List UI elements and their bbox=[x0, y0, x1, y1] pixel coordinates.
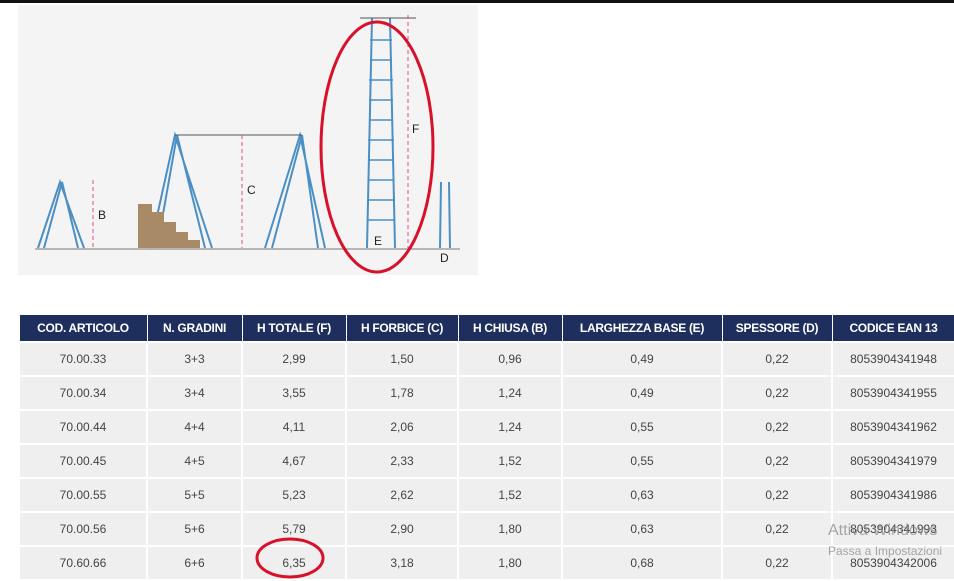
table-cell: 70.00.45 bbox=[18, 443, 148, 479]
table-cell: 2,06 bbox=[345, 409, 459, 445]
table-cell: 70.00.34 bbox=[18, 375, 148, 411]
table-cell: 4,11 bbox=[241, 409, 347, 445]
table-cell: 0,22 bbox=[721, 443, 833, 479]
table-cell: 5,23 bbox=[241, 477, 347, 513]
table-cell: 3+3 bbox=[146, 341, 243, 377]
steps bbox=[138, 204, 200, 248]
table-cell: 1,52 bbox=[457, 443, 563, 479]
table-cell: 8053904341986 bbox=[831, 477, 954, 513]
table-cell: 70.00.44 bbox=[18, 409, 148, 445]
diagram-label: E bbox=[374, 234, 382, 248]
table-cell: 3+4 bbox=[146, 375, 243, 411]
table-cell: 4+4 bbox=[146, 409, 243, 445]
table-row: 70.00.44 4+4 4,11 2,06 1,24 0,55 0,22 805390434… bbox=[18, 409, 954, 445]
header-cell: LARGHEZZA BASE (E) bbox=[561, 314, 723, 343]
table-cell: 70.00.56 bbox=[18, 511, 148, 547]
table-cell: 1,80 bbox=[457, 545, 563, 581]
table-cell: 0,55 bbox=[561, 409, 723, 445]
header-cell: N. GRADINI bbox=[146, 314, 243, 343]
table-row: 70.00.33 3+3 2,99 1,50 0,96 0,49 0,22 805390434… bbox=[18, 341, 954, 377]
table-cell: 1,78 bbox=[345, 375, 459, 411]
table-cell: 0,22 bbox=[721, 375, 833, 411]
table-cell: 8053904341962 bbox=[831, 409, 954, 445]
diagram-label: F bbox=[412, 122, 419, 136]
table-cell: 0,22 bbox=[721, 545, 833, 581]
table-row: 70.00.45 4+5 4,67 2,33 1,52 0,55 0,22 805390434… bbox=[18, 443, 954, 479]
table-row: 70.00.55 5+5 5,23 2,62 1,52 0,63 0,22 805390434… bbox=[18, 477, 954, 513]
table-cell: 3,18 bbox=[345, 545, 459, 581]
table-cell: 70.60.66 bbox=[18, 545, 148, 581]
table-cell: 1,80 bbox=[457, 511, 563, 547]
header-cell: COD. ARTICOLO bbox=[18, 314, 148, 343]
table-row: 70.00.34 3+4 3,55 1,78 1,24 0,49 0,22 805390434… bbox=[18, 375, 954, 411]
watermark: Attiva Windows Passa a Impostazioni bbox=[828, 522, 942, 558]
table-cell: 0,49 bbox=[561, 341, 723, 377]
table-cell: 2,33 bbox=[345, 443, 459, 479]
table-cell: 8053904341979 bbox=[831, 443, 954, 479]
table-cell: 3,55 bbox=[241, 375, 347, 411]
table-cell: 0,63 bbox=[561, 477, 723, 513]
table-cell: 6+6 bbox=[146, 545, 243, 581]
table-cell: 0,55 bbox=[561, 443, 723, 479]
ladder-diagram: B C F E D bbox=[18, 5, 478, 275]
header-cell: CODICE EAN 13 bbox=[831, 314, 954, 343]
table-cell: 8053904341955 bbox=[831, 375, 954, 411]
table-cell: 0,96 bbox=[457, 341, 563, 377]
table-cell: 8053904342006 bbox=[831, 545, 954, 581]
table-cell: 4,67 bbox=[241, 443, 347, 479]
diagram-label: D bbox=[440, 251, 449, 265]
table-cell: 70.00.33 bbox=[18, 341, 148, 377]
table-cell: 2,62 bbox=[345, 477, 459, 513]
table-cell: 0,22 bbox=[721, 409, 833, 445]
diagram-background bbox=[18, 5, 478, 275]
diagram-label: C bbox=[247, 183, 256, 197]
table-cell: 0,22 bbox=[721, 477, 833, 513]
header-cell: H CHIUSA (B) bbox=[457, 314, 563, 343]
product-table: COD. ARTICOLO N. GRADINI H TOTALE (F) H FOR… bbox=[18, 314, 954, 581]
table-cell: 2,90 bbox=[345, 511, 459, 547]
table-cell: 1,24 bbox=[457, 409, 563, 445]
watermark-title: Attiva Windows bbox=[828, 522, 938, 539]
table-cell: 5+5 bbox=[146, 477, 243, 513]
header-cell: H TOTALE (F) bbox=[241, 314, 347, 343]
table-row: 70.60.66 6+6 6,35 3,18 1,80 0,68 0,22 805390434… bbox=[18, 545, 954, 581]
table-cell: 0,22 bbox=[721, 511, 833, 547]
top-bar bbox=[0, 0, 954, 3]
table-cell: 2,99 bbox=[241, 341, 347, 377]
table-cell: 70.00.55 bbox=[18, 477, 148, 513]
table-cell: 0,49 bbox=[561, 375, 723, 411]
table-cell: 5,79 bbox=[241, 511, 347, 547]
table-cell: 1,52 bbox=[457, 477, 563, 513]
table-cell: 4+5 bbox=[146, 443, 243, 479]
table-cell: 8053904341993 bbox=[831, 511, 954, 547]
diagram-label: B bbox=[98, 208, 106, 222]
table-cell: 1,24 bbox=[457, 375, 563, 411]
table-cell: 0,68 bbox=[561, 545, 723, 581]
table-cell: 8053904341948 bbox=[831, 341, 954, 377]
table-cell: 0,22 bbox=[721, 341, 833, 377]
watermark-subtitle: Passa a Impostazioni bbox=[828, 544, 943, 558]
header-cell: SPESSORE (D) bbox=[721, 314, 833, 343]
header-cell: H FORBICE (C) bbox=[345, 314, 459, 343]
header-row: COD. ARTICOLO N. GRADINI H TOTALE (F) H FOR… bbox=[18, 314, 954, 343]
table-cell: 6,35 bbox=[241, 545, 347, 581]
table-cell: 1,50 bbox=[345, 341, 459, 377]
table-cell: 5+6 bbox=[146, 511, 243, 547]
table-cell: 0,63 bbox=[561, 511, 723, 547]
table-row: 70.00.56 5+6 5,79 2,90 1,80 0,63 0,22 805390434… bbox=[18, 511, 954, 547]
